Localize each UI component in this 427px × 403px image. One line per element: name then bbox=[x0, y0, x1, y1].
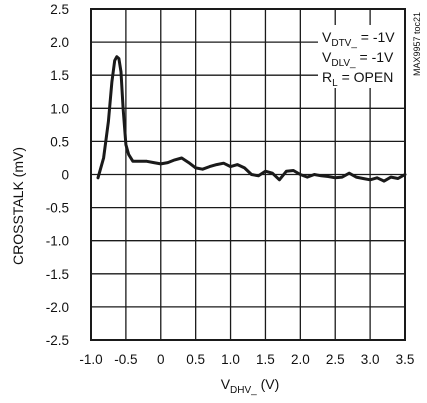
x-axis-label-main: V bbox=[221, 376, 231, 392]
y-tick-label: 2.5 bbox=[50, 2, 69, 17]
legend-entry: RL = OPEN bbox=[322, 69, 393, 89]
legend-background bbox=[318, 25, 404, 88]
y-tick-label: -2.5 bbox=[46, 333, 69, 348]
legend-entry: VDTV_ = -1V bbox=[322, 29, 395, 49]
x-tick-label: -1.0 bbox=[79, 352, 102, 367]
x-tick-label: -0.5 bbox=[114, 352, 137, 367]
y-tick-label: -0.5 bbox=[46, 201, 69, 216]
y-tick-label: -1.0 bbox=[46, 234, 69, 249]
x-axis-label: VDHV_ (V) bbox=[221, 376, 280, 396]
y-tick-label: 0 bbox=[61, 168, 69, 183]
y-tick-labels: 2.5 2.0 1.5 1.0 0.5 0 -0.5 -1.0 -1.5 -2.0 -2.5 bbox=[46, 2, 69, 348]
y-tick-label: -2.0 bbox=[46, 300, 69, 315]
crosstalk-series-line bbox=[96, 55, 407, 183]
x-axis-label-unit: (V) bbox=[257, 376, 280, 392]
x-tick-label: 3.0 bbox=[361, 352, 380, 367]
x-tick-label: 2.0 bbox=[291, 352, 310, 367]
x-axis-label-sub: DHV_ bbox=[230, 385, 257, 396]
y-axis-label: CROSSTALK (mV) bbox=[10, 147, 26, 265]
x-tick-label: 2.5 bbox=[326, 352, 345, 367]
figure-id-note: MAX9957 toc21 bbox=[412, 12, 422, 76]
y-tick-label: 2.0 bbox=[50, 35, 69, 50]
y-tick-label: 1.0 bbox=[50, 101, 69, 116]
x-tick-label: 0 bbox=[157, 352, 165, 367]
plot-frame bbox=[90, 8, 406, 341]
legend-entry: VDLV_ = -1V bbox=[322, 49, 394, 69]
x-tick-label: 3.5 bbox=[396, 352, 415, 367]
x-tick-label: 0.5 bbox=[186, 352, 205, 367]
x-tick-label: 1.0 bbox=[221, 352, 240, 367]
y-tick-label: -1.5 bbox=[46, 267, 69, 282]
y-tick-label: 0.5 bbox=[50, 134, 69, 149]
y-tick-label: 1.5 bbox=[50, 68, 69, 83]
data-series bbox=[96, 55, 407, 183]
x-tick-label: 1.5 bbox=[256, 352, 275, 367]
x-tick-labels: -1.0 -0.5 0 0.5 1.0 1.5 2.0 2.5 3.0 3.5 bbox=[79, 352, 414, 367]
